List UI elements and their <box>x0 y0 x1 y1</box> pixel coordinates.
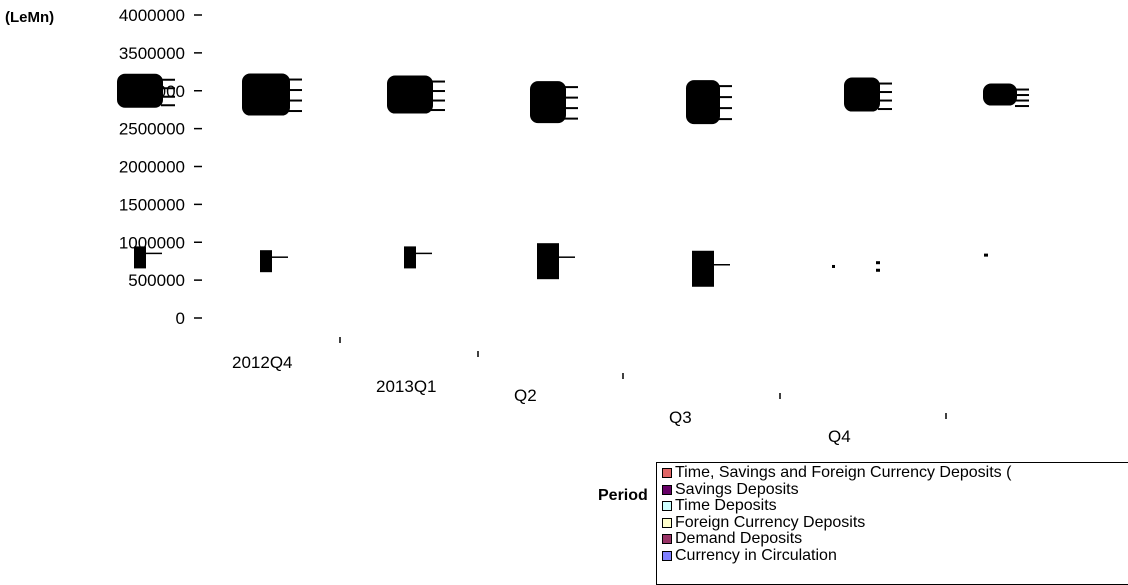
legend-label: Savings Deposits <box>675 480 799 498</box>
legend-label: Demand Deposits <box>675 530 803 548</box>
legend-item: Demand Deposits <box>662 531 1128 548</box>
y-tick-label: 1000000 <box>119 233 185 252</box>
x-tick-label: Q2 <box>514 386 537 405</box>
plot-area <box>117 73 1029 287</box>
legend-label: Currency in Circulation <box>675 546 837 564</box>
legend-item: Savings Deposits <box>662 480 1128 499</box>
y-tick-label: 2000000 <box>119 158 185 177</box>
legend: Time, Savings and Foreign Currency Depos… <box>656 462 1128 585</box>
y-axis: 4000000350000030000002500000200000015000… <box>119 6 202 328</box>
y-tick-label: 1500000 <box>119 195 185 214</box>
y-tick-label: 0 <box>176 309 185 328</box>
data-cluster-lower <box>537 243 559 280</box>
legend-swatch <box>662 484 672 495</box>
x-tick-label: 2013Q1 <box>376 377 437 396</box>
legend-swatch <box>662 534 672 545</box>
data-cluster-upper <box>242 73 290 116</box>
y-tick-label: 500000 <box>128 271 185 290</box>
legend-swatch <box>662 501 672 512</box>
data-dot <box>984 253 988 257</box>
x-axis-title: Period <box>598 487 648 504</box>
legend-item: Time, Savings and Foreign Currency Depos… <box>662 465 1128 482</box>
y-tick-label: 3500000 <box>119 44 185 63</box>
data-cluster-upper <box>983 83 1017 106</box>
data-cluster-lower <box>692 250 714 287</box>
legend-item: Currency in Circulation <box>662 546 1128 565</box>
y-unit-label: (LeMn) <box>5 9 54 26</box>
data-dot <box>876 268 880 272</box>
data-cluster-upper <box>530 81 566 124</box>
y-tick-label: 4000000 <box>119 6 185 25</box>
y-tick-label: 2500000 <box>119 120 185 139</box>
legend-swatch <box>662 517 672 528</box>
x-axis: 2012Q4 2013Q1 Q2 Q3 Q4 <box>232 337 947 446</box>
data-cluster-upper <box>844 77 880 112</box>
x-tick-label: Q3 <box>669 408 692 427</box>
legend-label: Foreign Currency Deposits <box>675 513 866 531</box>
legend-label: Time Deposits <box>675 497 777 515</box>
legend-swatch <box>662 468 672 479</box>
legend-label: Time, Savings and Foreign Currency Depos… <box>675 464 1012 482</box>
data-cluster-upper <box>387 75 433 114</box>
data-cluster-lower <box>404 246 416 269</box>
x-tick-label: Q4 <box>828 427 851 446</box>
data-cluster-upper <box>686 80 720 125</box>
legend-item: Time Deposits <box>662 498 1128 515</box>
data-cluster-upper <box>117 73 163 108</box>
x-tick-label: 2012Q4 <box>232 353 293 372</box>
legend-item: Foreign Currency Deposits <box>662 513 1128 532</box>
legend-swatch <box>662 550 672 561</box>
data-dot <box>832 264 835 268</box>
data-cluster-lower <box>260 250 272 273</box>
data-cluster-lower <box>134 246 146 269</box>
data-dot <box>876 261 880 265</box>
